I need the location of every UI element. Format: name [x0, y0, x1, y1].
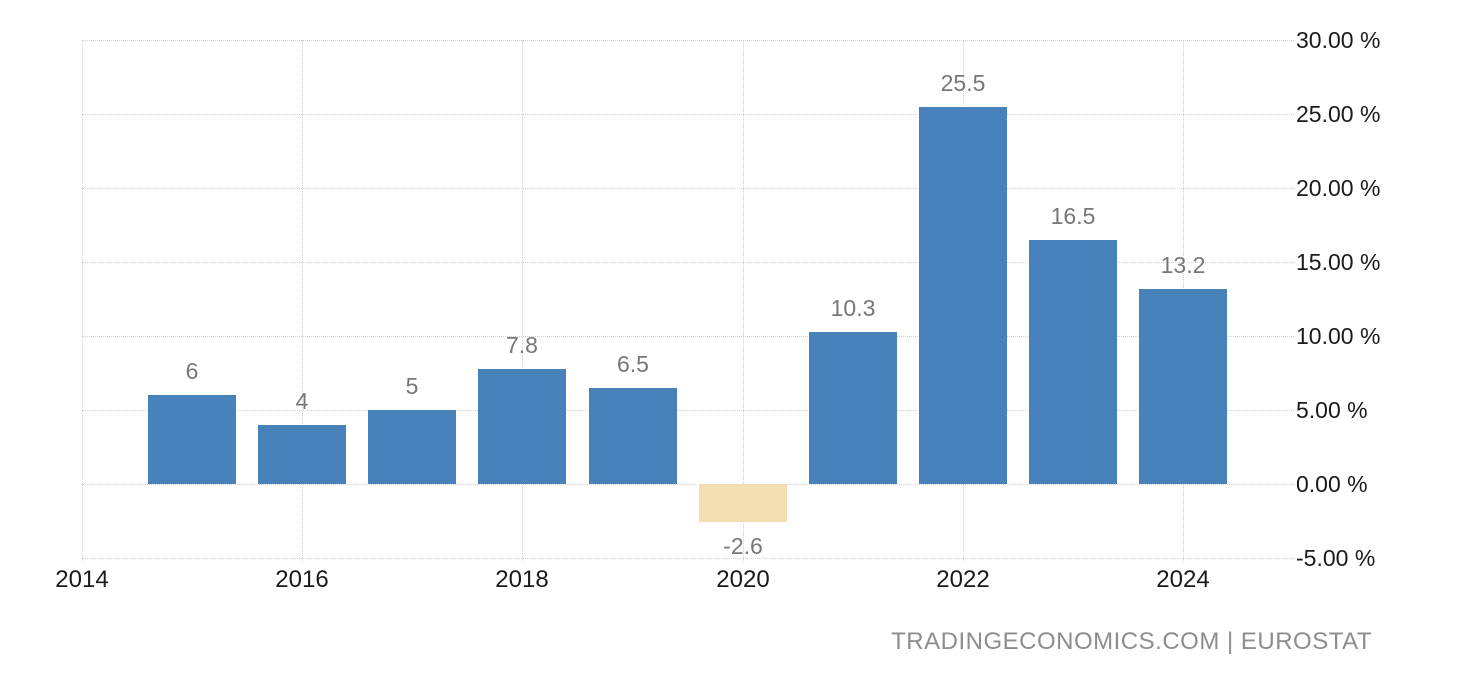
bar-value-label: 7.8 — [506, 332, 538, 358]
bar-2020[interactable] — [699, 484, 787, 522]
bar-value-label: 6 — [185, 358, 199, 384]
bar-2023[interactable] — [1029, 240, 1117, 484]
y-gridline — [82, 114, 1294, 115]
y-axis-tick-label: 10.00 % — [1296, 323, 1381, 349]
y-axis-tick-label: 25.00 % — [1296, 101, 1381, 127]
y-gridline — [82, 484, 1294, 485]
bar-value-label: -2.6 — [723, 533, 763, 559]
x-gridline — [302, 40, 303, 562]
y-gridline — [82, 410, 1294, 411]
y-axis-tick-label: 15.00 % — [1296, 249, 1381, 275]
bar-2024[interactable] — [1139, 289, 1227, 484]
bar-value-label: 16.5 — [1050, 203, 1096, 229]
x-axis-tick-label: 2016 — [275, 566, 329, 593]
y-gridline — [82, 188, 1294, 189]
y-gridline — [82, 262, 1294, 263]
bar-value-label: 4 — [295, 388, 309, 414]
bar-value-label: 13.2 — [1160, 252, 1206, 278]
x-gridline — [743, 40, 744, 562]
y-gridline — [82, 558, 1294, 559]
bar-value-label: 5 — [405, 373, 419, 399]
bar-2019[interactable] — [589, 388, 677, 484]
x-axis-tick-label: 2014 — [55, 566, 109, 593]
bar-value-label: 25.5 — [940, 70, 986, 96]
y-axis-tick-label: 0.00 % — [1296, 471, 1368, 497]
x-axis-tick-label: 2018 — [495, 566, 549, 593]
y-axis-tick-label: 30.00 % — [1296, 27, 1381, 53]
bar-2016[interactable] — [258, 425, 346, 484]
bar-2015[interactable] — [148, 395, 236, 484]
y-axis-tick-label: 20.00 % — [1296, 175, 1381, 201]
y-gridline — [82, 336, 1294, 337]
y-gridline — [82, 40, 1294, 41]
y-axis-tick-label: 5.00 % — [1296, 397, 1368, 423]
bar-2017[interactable] — [368, 410, 456, 484]
bar-value-label: 6.5 — [617, 351, 649, 377]
bar-2018[interactable] — [478, 369, 566, 484]
bar-value-label: 10.3 — [830, 295, 876, 321]
x-axis-tick-label: 2020 — [716, 566, 770, 593]
bar-2022[interactable] — [919, 107, 1007, 484]
x-axis-tick-label: 2022 — [936, 566, 990, 593]
y-axis-tick-label: -5.00 % — [1296, 545, 1376, 571]
x-axis-tick-label: 2024 — [1156, 566, 1210, 593]
x-gridline — [82, 40, 83, 562]
x-gridline — [522, 40, 523, 562]
source-attribution: TRADINGECONOMICS.COM | EUROSTAT — [891, 628, 1372, 655]
bar-2021[interactable] — [809, 332, 897, 484]
